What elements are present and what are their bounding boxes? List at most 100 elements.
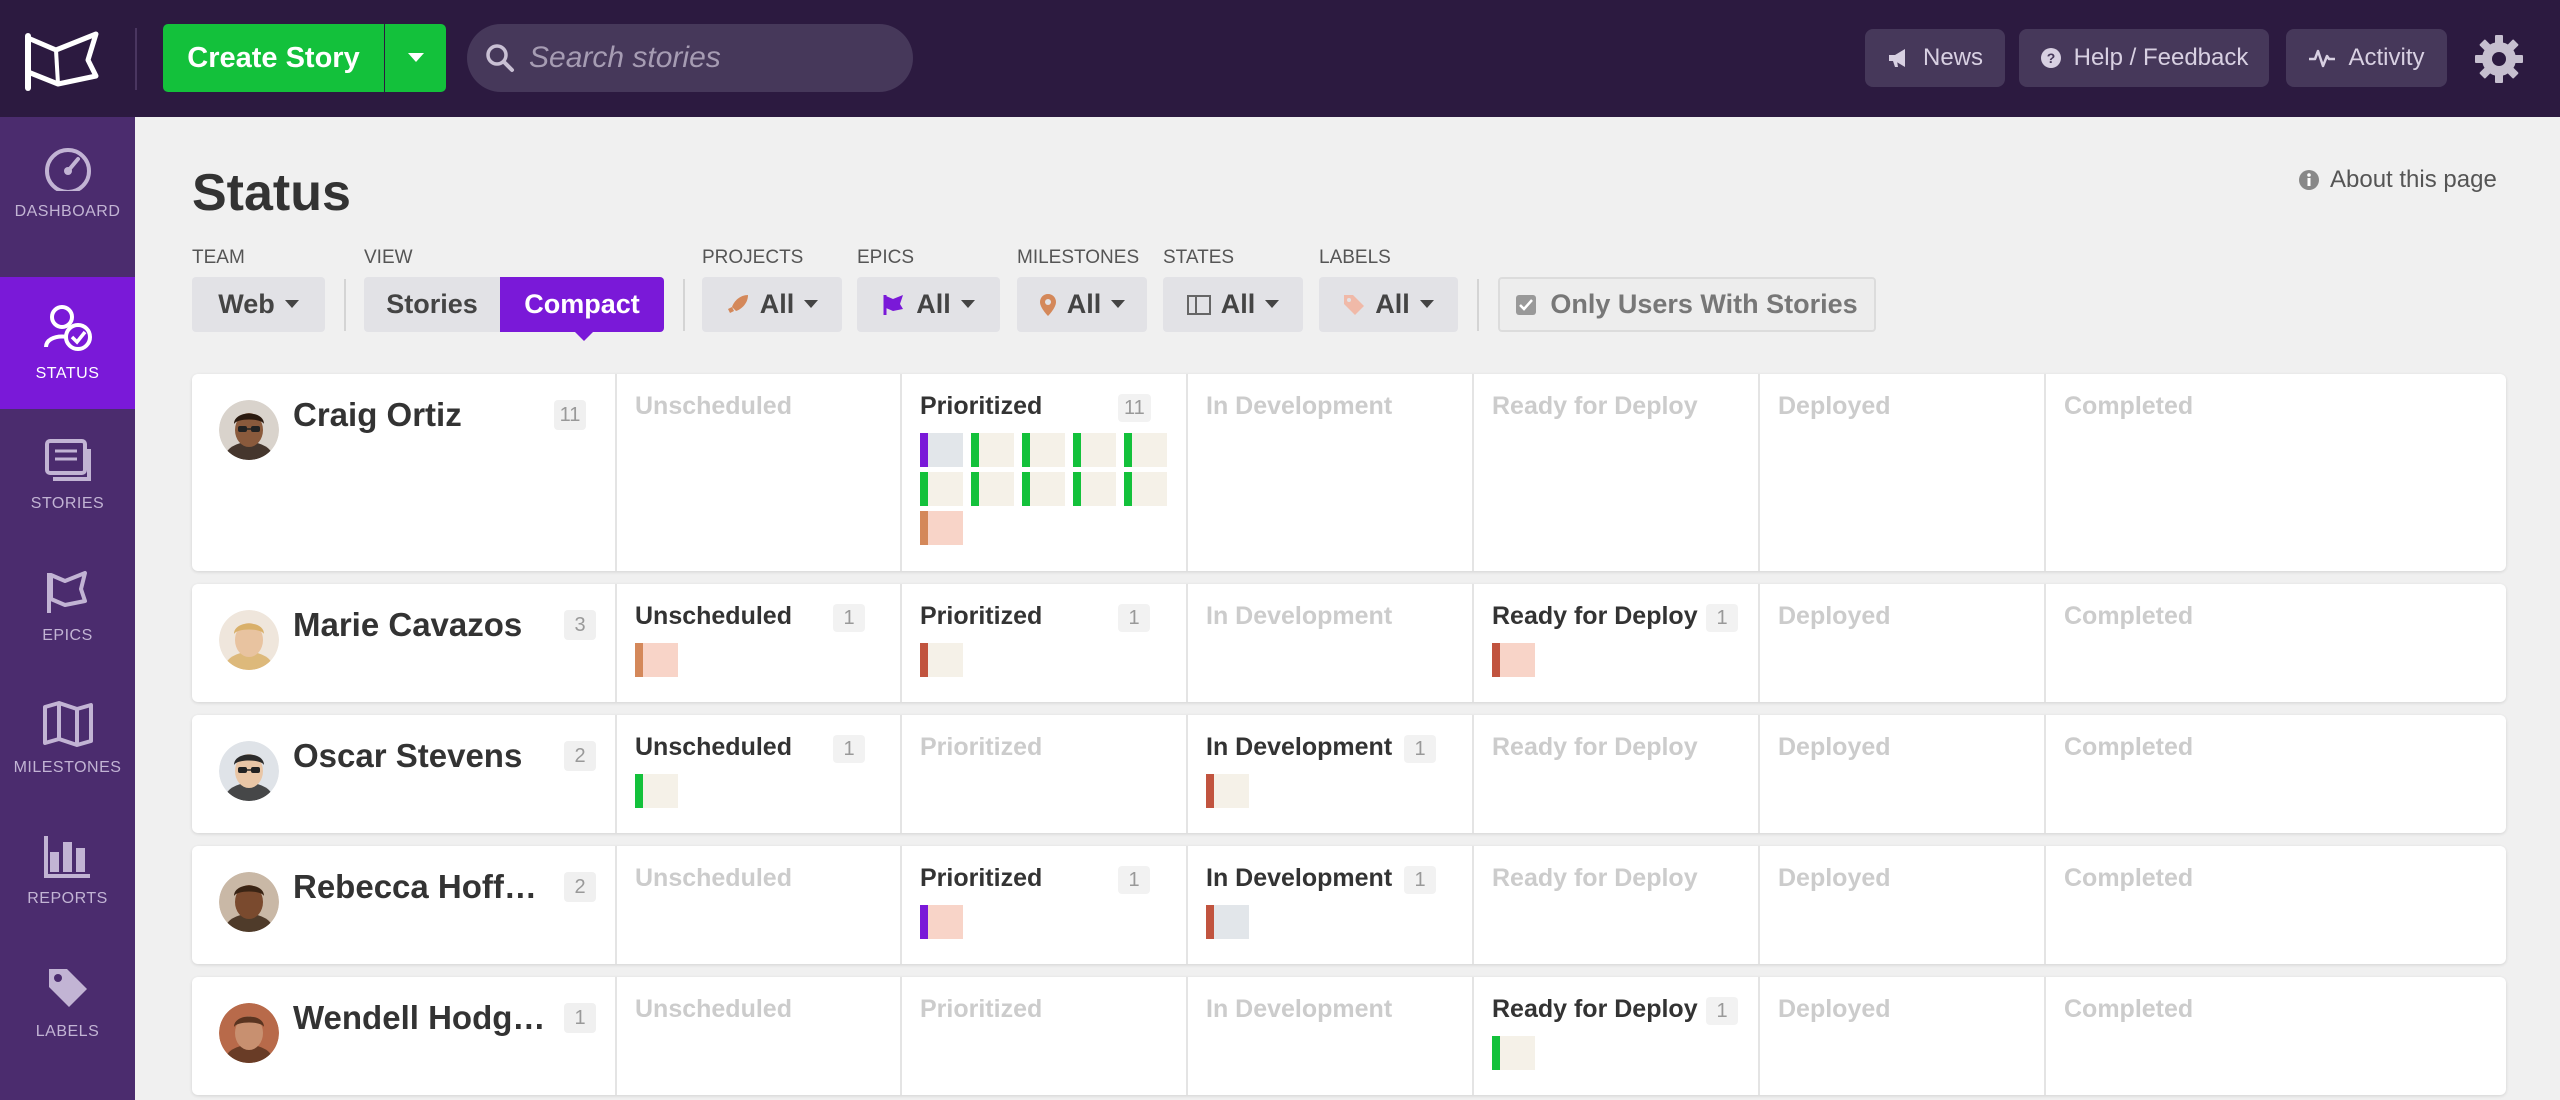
- columns-icon: [1186, 294, 1211, 315]
- news-label: News: [1922, 44, 1983, 71]
- story-type-strip: [1492, 1036, 1500, 1070]
- story-body: [928, 472, 963, 506]
- avatar[interactable]: [219, 741, 279, 801]
- about-this-page-link[interactable]: About this page: [2298, 166, 2497, 194]
- story-card[interactable]: [635, 774, 678, 808]
- sidebar-item-milestones[interactable]: MILESTONES: [0, 673, 135, 805]
- story-card[interactable]: [1124, 433, 1167, 467]
- state-column-title: Unscheduled: [635, 602, 792, 630]
- caret-down-icon: [804, 300, 819, 308]
- state-column: Unscheduled: [615, 846, 902, 964]
- search-input[interactable]: [527, 40, 891, 76]
- user-row: Marie Cavazos 3 Unscheduled 1 Prioritized 1 In…: [192, 584, 2506, 702]
- avatar[interactable]: [219, 610, 279, 670]
- avatar[interactable]: [219, 1003, 279, 1063]
- sidebar-item-label: MILESTONES: [13, 759, 122, 776]
- story-card[interactable]: [971, 472, 1014, 506]
- story-card[interactable]: [971, 433, 1014, 467]
- story-card[interactable]: [1206, 774, 1249, 808]
- state-column: Unscheduled 1: [615, 715, 902, 833]
- milestones-filter-dropdown[interactable]: All: [1017, 277, 1147, 332]
- milestones-filter-value: All: [1066, 289, 1102, 319]
- search-box[interactable]: [467, 24, 913, 92]
- story-type-strip: [1492, 643, 1500, 677]
- story-card[interactable]: [1492, 643, 1535, 677]
- story-card[interactable]: [920, 433, 963, 467]
- projects-filter-dropdown[interactable]: All: [702, 277, 842, 332]
- activity-button[interactable]: Activity: [2286, 29, 2447, 87]
- state-column-title: Deployed: [1778, 602, 1891, 630]
- story-body: [1030, 433, 1065, 467]
- labels-filter-label: LABELS: [1319, 247, 1391, 268]
- state-column: Unscheduled: [615, 374, 902, 571]
- state-column: In Development 1: [1186, 846, 1473, 964]
- user-name[interactable]: Oscar Stevens: [293, 737, 523, 774]
- state-column: In Development: [1186, 977, 1473, 1095]
- story-card[interactable]: [920, 643, 963, 677]
- logo-flag-icon[interactable]: [18, 28, 108, 94]
- states-filter-label: STATES: [1163, 247, 1235, 268]
- state-column-count: 1: [1706, 997, 1738, 1025]
- view-stories-button[interactable]: Stories: [364, 277, 500, 332]
- epics-filter-dropdown[interactable]: All: [857, 277, 1000, 332]
- create-story-dropdown-button[interactable]: [385, 24, 446, 92]
- story-card[interactable]: [1124, 472, 1167, 506]
- user-name[interactable]: Wendell Hodgem...: [293, 999, 555, 1036]
- dashboard-icon: [44, 148, 91, 191]
- user-row: Rebecca Hoffman 2 Unscheduled Prioritized 1 I…: [192, 846, 2506, 964]
- view-compact-button[interactable]: Compact: [500, 277, 664, 332]
- story-body: [1081, 433, 1116, 467]
- sidebar-item-label: STATUS: [35, 365, 100, 382]
- info-circle-icon: [2299, 170, 2319, 190]
- user-name[interactable]: Craig Ortiz: [293, 396, 462, 433]
- sidebar-item-dashboard[interactable]: DASHBOARD: [0, 117, 135, 249]
- story-card[interactable]: [1022, 472, 1065, 506]
- story-body: [1132, 433, 1167, 467]
- story-type-strip: [1022, 433, 1030, 467]
- topbar-divider: [135, 28, 137, 90]
- svg-text:?: ?: [2046, 50, 2055, 66]
- story-card[interactable]: [920, 511, 963, 545]
- create-story-button[interactable]: Create Story: [163, 24, 384, 92]
- news-button[interactable]: News: [1865, 29, 2005, 87]
- compact-active-indicator: [574, 331, 594, 341]
- story-card[interactable]: [1022, 433, 1065, 467]
- sidebar-item-stories[interactable]: STORIES: [0, 409, 135, 541]
- story-card[interactable]: [1073, 472, 1116, 506]
- sidebar-item-reports[interactable]: REPORTS: [0, 805, 135, 937]
- story-card[interactable]: [920, 905, 963, 939]
- labels-filter-dropdown[interactable]: All: [1319, 277, 1458, 332]
- sidebar-item-status[interactable]: STATUS: [0, 277, 135, 409]
- state-column-title: Completed: [2064, 733, 2194, 761]
- state-column-title: Prioritized: [920, 602, 1043, 630]
- story-body: [1132, 472, 1167, 506]
- state-column-count: 1: [833, 604, 865, 632]
- states-filter-dropdown[interactable]: All: [1163, 277, 1303, 332]
- settings-gear-icon[interactable]: [2473, 33, 2525, 85]
- state-column-title: Unscheduled: [635, 733, 792, 761]
- caret-down-icon: [960, 300, 975, 308]
- avatar[interactable]: [219, 400, 279, 460]
- sidebar-item-labels[interactable]: LABELS: [0, 937, 135, 1069]
- story-card[interactable]: [635, 643, 678, 677]
- user-name[interactable]: Rebecca Hoffman: [293, 868, 555, 905]
- story-card[interactable]: [1073, 433, 1116, 467]
- milestones-map-icon: [42, 701, 93, 747]
- story-card[interactable]: [1206, 905, 1249, 939]
- sidebar-item-label: EPICS: [42, 627, 93, 644]
- avatar[interactable]: [219, 872, 279, 932]
- state-column-title: Deployed: [1778, 995, 1891, 1023]
- state-column: Unscheduled 1: [615, 584, 902, 702]
- user-name[interactable]: Marie Cavazos: [293, 606, 523, 643]
- story-type-strip: [920, 472, 928, 506]
- only-users-with-stories-toggle[interactable]: Only Users With Stories: [1498, 277, 1876, 332]
- sidebar-item-epics[interactable]: EPICS: [0, 541, 135, 673]
- team-filter-dropdown[interactable]: Web: [192, 277, 325, 332]
- state-column: Prioritized 11: [900, 374, 1187, 571]
- story-type-strip: [920, 511, 928, 545]
- user-story-count: 2: [564, 741, 596, 771]
- story-card[interactable]: [1492, 1036, 1535, 1070]
- help-feedback-button[interactable]: ? Help / Feedback: [2019, 29, 2269, 87]
- checkbox-icon[interactable]: [1516, 294, 1537, 315]
- story-card[interactable]: [920, 472, 963, 506]
